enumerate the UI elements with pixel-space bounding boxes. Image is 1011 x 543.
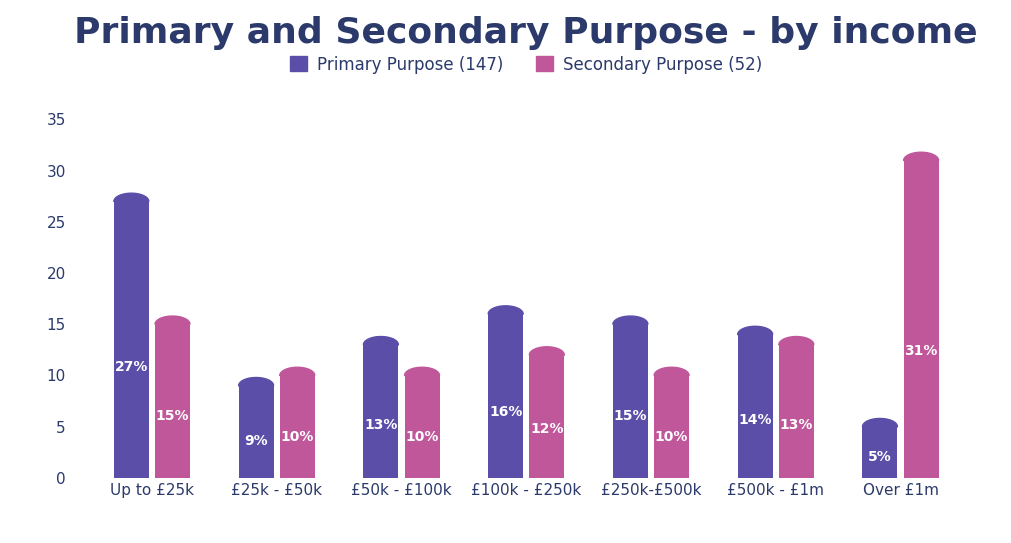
Text: 12%: 12% [530,422,563,435]
Text: 15%: 15% [613,409,646,424]
Text: 9%: 9% [244,434,268,448]
Text: 10%: 10% [405,430,439,444]
Text: 15%: 15% [156,409,189,424]
Polygon shape [613,316,647,324]
Polygon shape [778,337,813,345]
Bar [737,334,771,478]
Text: 10%: 10% [280,430,313,444]
Polygon shape [861,419,897,427]
Text: 31%: 31% [904,344,937,358]
Text: 10%: 10% [654,430,687,444]
Legend: Primary Purpose (147), Secondary Purpose (52): Primary Purpose (147), Secondary Purpose… [283,49,768,80]
Polygon shape [363,337,398,345]
Bar [778,345,813,478]
Bar [487,314,523,478]
Polygon shape [487,306,523,314]
Polygon shape [404,367,439,375]
Text: 5%: 5% [867,450,891,464]
Text: 13%: 13% [778,418,812,432]
Bar [155,324,190,478]
Bar [529,355,564,478]
Bar [861,427,897,478]
Bar [404,375,439,478]
Bar [239,386,273,478]
Title: Primary and Secondary Purpose - by income: Primary and Secondary Purpose - by incom… [75,16,977,50]
Text: 14%: 14% [738,414,771,427]
Bar [613,324,647,478]
Text: 27%: 27% [114,360,148,374]
Text: 16%: 16% [488,405,522,419]
Polygon shape [737,326,771,334]
Bar [363,345,398,478]
Bar [653,375,688,478]
Polygon shape [114,193,149,201]
Bar [903,160,937,478]
Bar [114,201,149,478]
Text: 13%: 13% [364,418,397,432]
Polygon shape [653,367,688,375]
Polygon shape [280,367,314,375]
Bar [280,375,314,478]
Polygon shape [529,347,564,355]
Polygon shape [155,316,190,324]
Polygon shape [903,152,937,160]
Polygon shape [239,377,273,386]
